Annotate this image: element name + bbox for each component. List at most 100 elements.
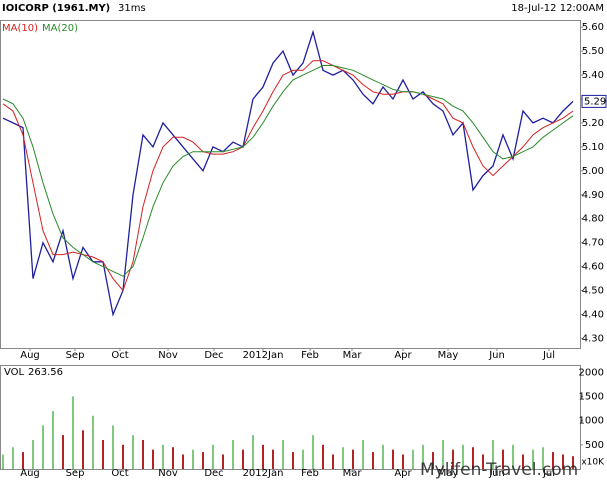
volume-bar (12, 447, 14, 469)
y-tick-label: 4.40 (582, 309, 604, 320)
volume-bar (202, 452, 204, 469)
volume-bar (572, 456, 574, 469)
volume-bar (502, 449, 504, 469)
symbol: IOICORP (1961.MY) (2, 3, 110, 14)
x-tick-label: Dec (204, 468, 223, 479)
x-tick-label: Feb (301, 468, 319, 479)
y-tick-label: 1500 (579, 391, 604, 402)
x-tick-label: Jun (488, 468, 505, 479)
volume-bar (142, 439, 144, 469)
x-tick-label: Apr (394, 350, 412, 361)
x-tick-label: May (438, 468, 459, 479)
volume-bar (342, 447, 344, 469)
y-tick-label: 5.40 (582, 70, 604, 81)
volume-bar (122, 444, 124, 469)
x-tick-label: Oct (111, 468, 128, 479)
volume-bar (412, 449, 414, 469)
last-value: 5.29 (584, 96, 606, 107)
legend-entry: MA(20) (42, 23, 78, 34)
volume-bar (262, 444, 264, 469)
volume-bar (272, 449, 274, 469)
volume-bar (182, 454, 184, 469)
volume-bar (302, 449, 304, 469)
x-tick-label: Oct (111, 350, 128, 361)
volume-bar (32, 439, 34, 469)
x-tick-label: Jul (542, 350, 555, 361)
x-tick-label: May (438, 350, 459, 361)
volume-bar (292, 452, 294, 469)
volume-bar (172, 447, 174, 469)
volume-bar (2, 454, 4, 469)
y-tick-label: 5.50 (582, 46, 604, 57)
price-line (2, 29, 574, 317)
y-tick-label: 4.90 (582, 190, 604, 201)
y-tick-label: 5.60 (582, 22, 604, 33)
watermark: Mylifen-Travel.com (420, 460, 578, 480)
y-tick-label: 4.50 (582, 286, 604, 297)
volume-unit: x10K (581, 458, 605, 468)
y-tick-label: 2000 (579, 367, 604, 378)
last-value-box (581, 94, 607, 108)
legend-entry: MA(10) (2, 23, 38, 34)
x-tick-label: Nov (158, 468, 178, 479)
volume-bar (192, 449, 194, 469)
volume-bar (112, 425, 114, 469)
volume-bar (422, 444, 424, 469)
volume-bar (312, 435, 314, 469)
volume-bar (382, 444, 384, 469)
x-tick-label: Mar (343, 468, 363, 479)
volume-bar (102, 439, 104, 469)
volume-title: VOL (4, 367, 25, 378)
volume-bar (332, 454, 334, 469)
volume-bar (22, 452, 24, 469)
volume-bar (152, 449, 154, 469)
volume-bar (62, 435, 64, 469)
price-line (2, 65, 574, 277)
price-line (2, 60, 574, 292)
x-tick-label: Aug (20, 350, 40, 361)
x-tick-label: Apr (394, 468, 412, 479)
x-tick-label: 2012Jan (243, 350, 284, 361)
x-tick-label: Sep (66, 468, 85, 479)
volume-bar (492, 439, 494, 469)
y-tick-label: 4.70 (582, 238, 604, 249)
x-tick-label: Sep (66, 350, 85, 361)
price-panel (0, 20, 581, 349)
volume-bar (222, 454, 224, 469)
latency: 31ms (118, 3, 146, 14)
y-tick-label: 5.20 (582, 118, 604, 129)
volume-readout: 263.56 (28, 367, 63, 378)
volume-bar (562, 454, 564, 469)
x-tick-label: Nov (158, 350, 178, 361)
volume-bar (472, 447, 474, 469)
volume-bar (52, 410, 54, 469)
volume-bar (282, 439, 284, 469)
volume-bar (82, 430, 84, 469)
volume-bar (442, 439, 444, 469)
volume-bar (352, 449, 354, 469)
volume-bar (242, 449, 244, 469)
volume-bar (482, 454, 484, 469)
y-tick-label: 1000 (579, 416, 604, 427)
date: 18-Jul-12 12:00AM (511, 3, 604, 14)
volume-bar (552, 452, 554, 469)
volume-bar (452, 449, 454, 469)
volume-bar (252, 435, 254, 469)
volume-bar (522, 454, 524, 469)
x-tick-label: Mar (343, 350, 363, 361)
y-tick-label: 5.00 (582, 166, 604, 177)
y-tick-label: 500 (585, 440, 604, 451)
volume-bar (542, 447, 544, 469)
volume-bar (512, 444, 514, 469)
volume-bar (532, 449, 534, 469)
volume-bar (72, 396, 74, 469)
volume-bar (462, 444, 464, 469)
volume-bar (162, 444, 164, 469)
volume-bar (432, 452, 434, 469)
volume-bar (232, 439, 234, 469)
volume-bar (362, 439, 364, 469)
volume-bar (42, 425, 44, 469)
volume-bar (132, 435, 134, 469)
volume-bar (392, 449, 394, 469)
